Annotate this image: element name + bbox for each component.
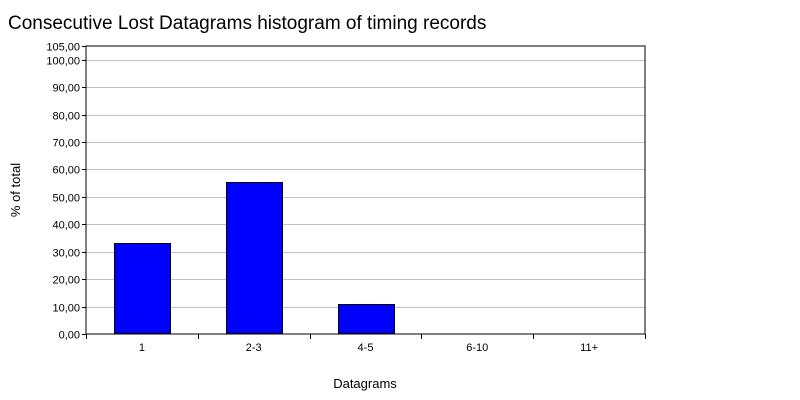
y-tick-label: 100,00: [46, 56, 80, 68]
y-axis-label: % of total: [8, 163, 23, 217]
y-tick-label: 10,00: [52, 303, 80, 315]
bars: [114, 182, 395, 334]
y-tick-label: 90,00: [52, 83, 80, 95]
y-tick-label: 80,00: [52, 111, 80, 123]
y-tick-label: 40,00: [52, 220, 80, 232]
axes: [82, 45, 646, 339]
bar-2-3: [226, 182, 283, 334]
y-tick-label: 20,00: [52, 275, 80, 287]
y-tick-label: 70,00: [52, 138, 80, 150]
x-tick-label: 2-3: [246, 342, 262, 354]
bar-1: [114, 243, 171, 334]
plot-area-frame: [85, 45, 646, 335]
bar-4-5: [338, 304, 395, 334]
chart-title: Consecutive Lost Datagrams histogram of …: [8, 13, 487, 34]
y-tick-label: 50,00: [52, 193, 80, 205]
y-tick-label: 105,00: [46, 42, 80, 54]
x-tick-label: 1: [139, 342, 145, 354]
x-axis-label: Datagrams: [333, 376, 397, 391]
y-tick-label: 60,00: [52, 165, 80, 177]
x-tick-labels: 1 2-3 4-5 6-10 11+: [139, 342, 598, 354]
x-tick-label: 6-10: [466, 342, 488, 354]
y-tick-label: 30,00: [52, 248, 80, 260]
y-tick-label: 0,00: [59, 330, 80, 342]
x-tick-label: 4-5: [358, 342, 374, 354]
y-tick-labels: 0,00 10,00 20,00 30,00 40,00 50,00 60,00 70,00 8…: [46, 42, 80, 342]
x-tick-label: 11+: [580, 342, 598, 354]
